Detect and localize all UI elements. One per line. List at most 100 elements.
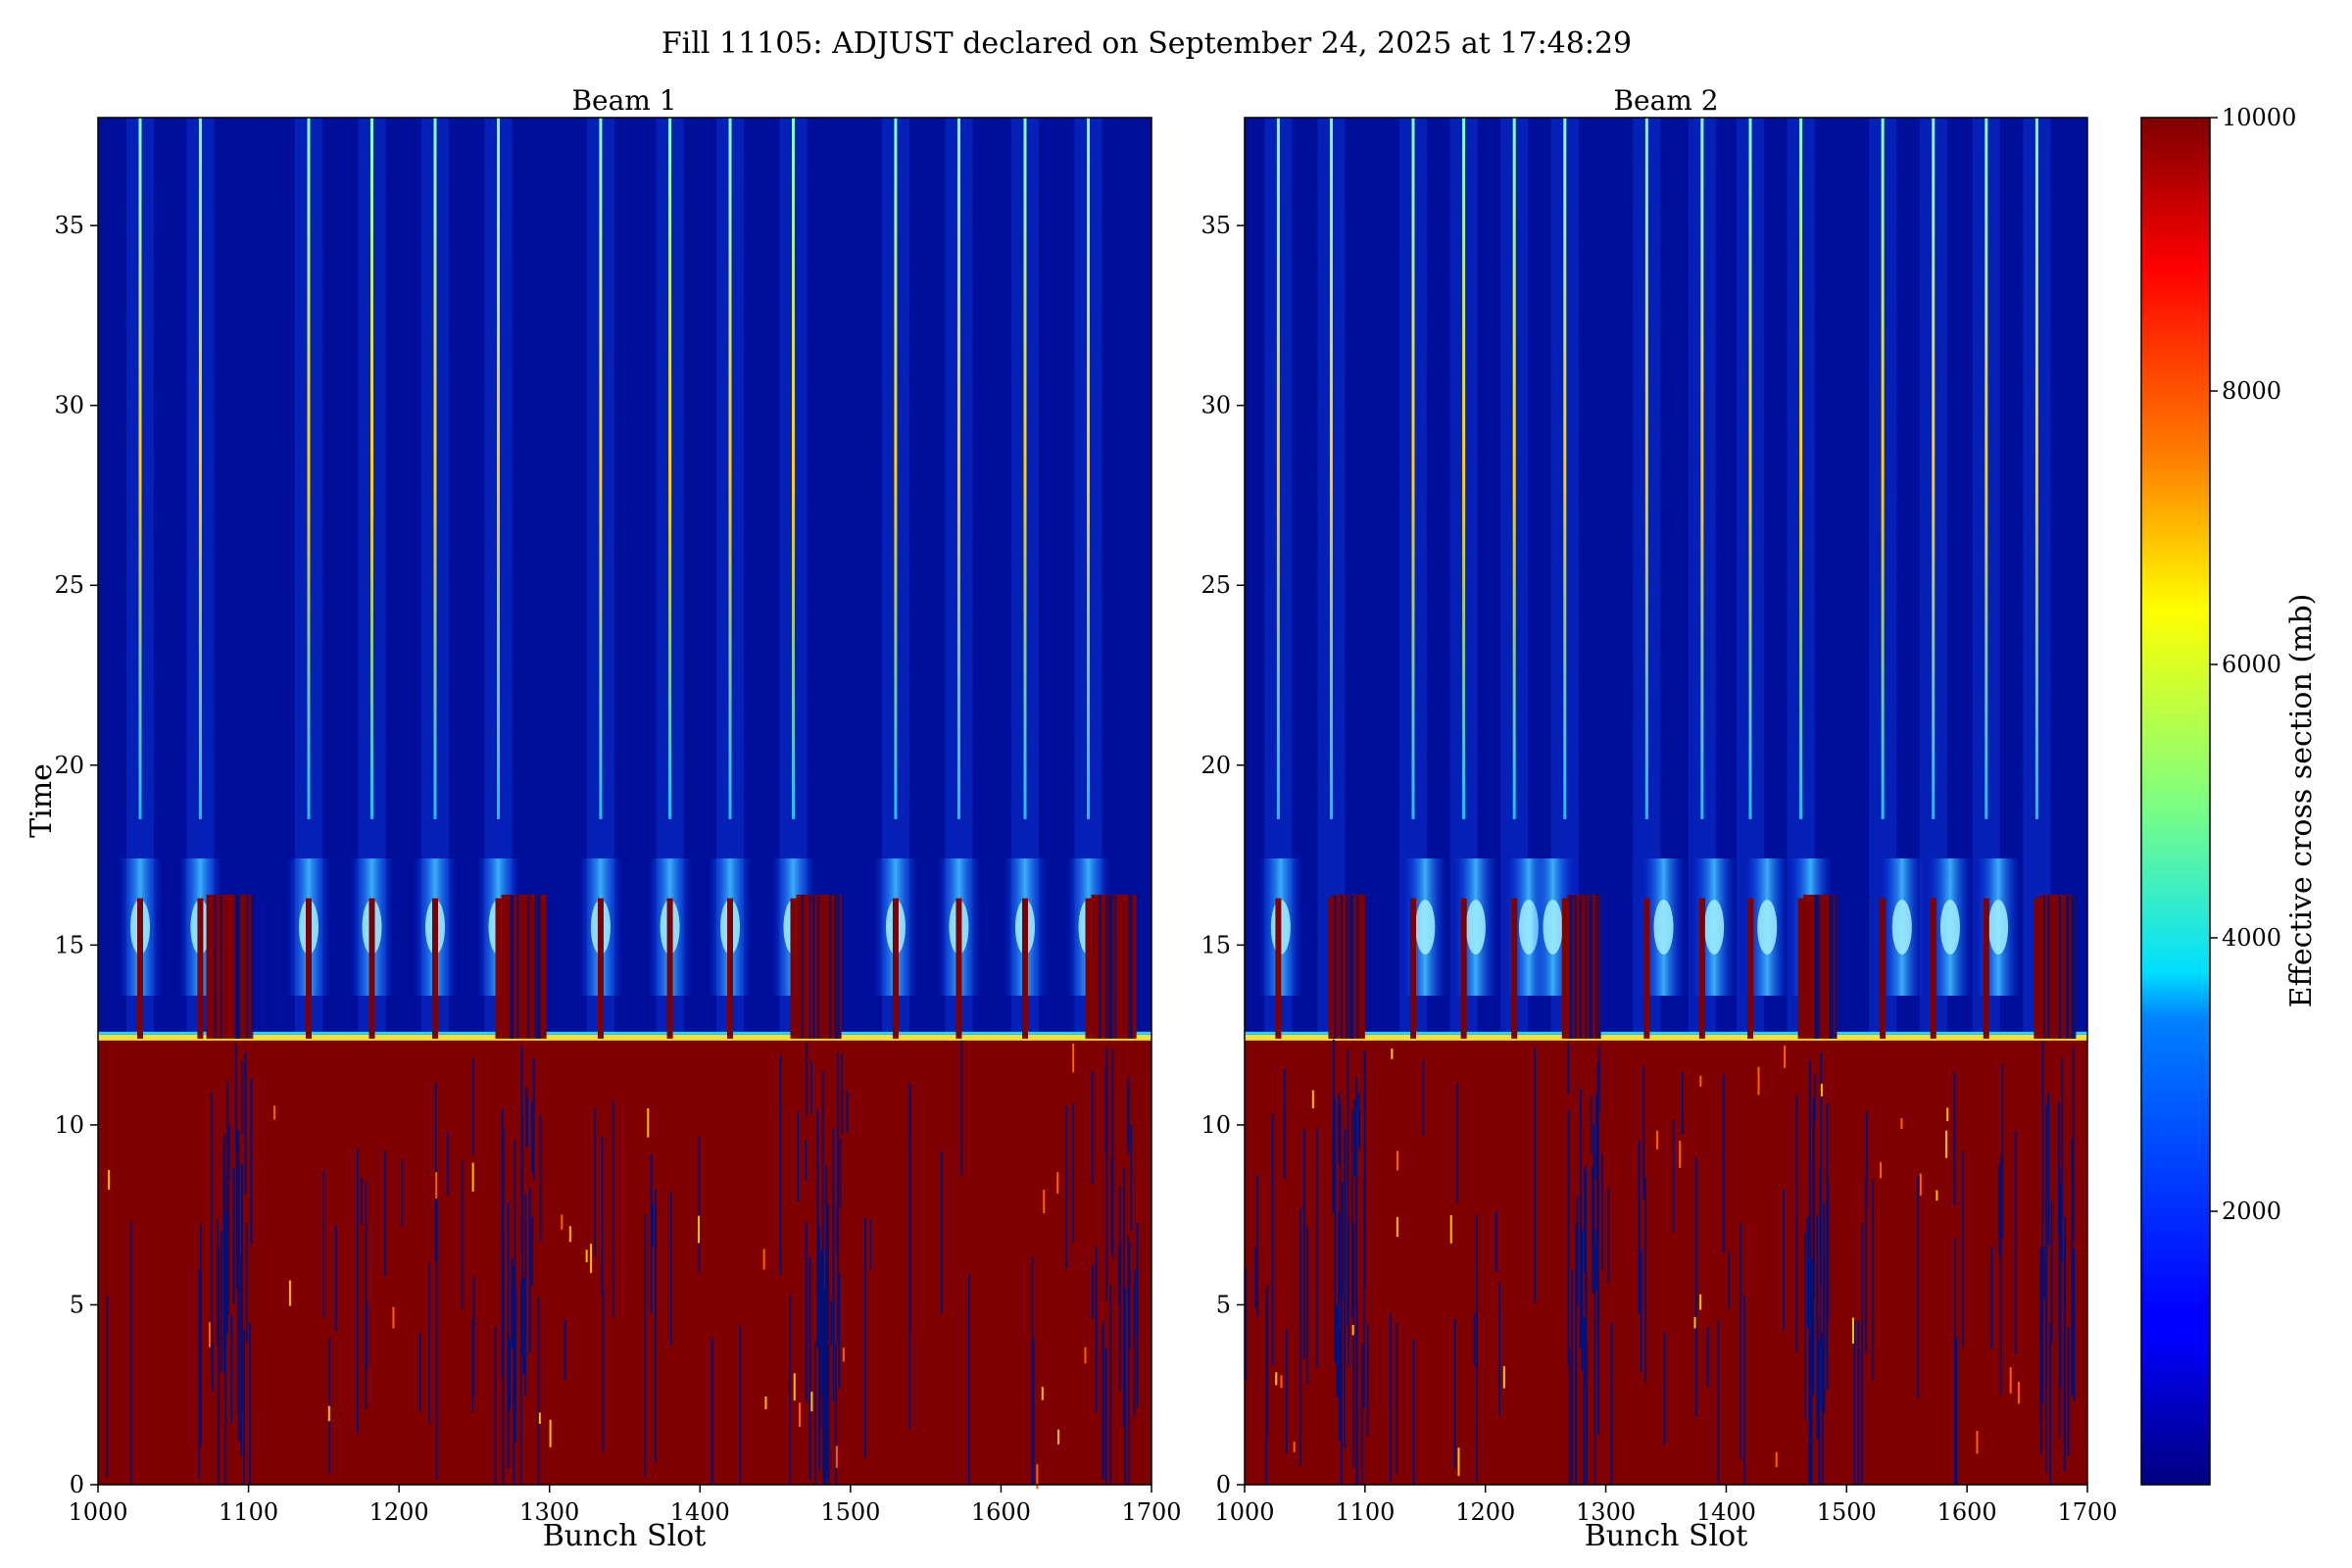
low-value-gap [243, 1330, 246, 1485]
bright-streak [370, 118, 373, 819]
streak-pillar [306, 898, 312, 1039]
low-value-gap [1610, 1322, 1613, 1485]
dense-dark-stroke [234, 894, 237, 1039]
low-value-gap [1072, 1102, 1075, 1243]
mid-value-speck [842, 1348, 845, 1362]
dense-dark-stroke [1105, 894, 1108, 1039]
dense-dark-stroke [2047, 894, 2050, 1039]
low-value-gap [511, 1257, 514, 1348]
y-tick-label: 5 [1216, 1291, 1231, 1318]
mid-value-speck [538, 1412, 541, 1424]
dense-dark-stroke [1579, 894, 1582, 1039]
dense-dark-stroke [1835, 894, 1838, 1039]
halo-core [1704, 899, 1725, 955]
low-value-gap [235, 1129, 238, 1289]
bright-streak [894, 118, 898, 819]
mid-value-speck [208, 1322, 211, 1348]
dense-dark-stroke [1356, 894, 1359, 1039]
bright-streak [956, 118, 960, 819]
low-value-gap [230, 1314, 233, 1424]
low-value-gap [837, 1052, 840, 1345]
low-value-gap [321, 1170, 324, 1319]
transition-edge-cyan [98, 1031, 1152, 1035]
dense-dark-stroke [1817, 894, 1820, 1039]
low-value-gap [805, 1140, 808, 1181]
low-value-gap [960, 1040, 963, 1176]
bright-streak [497, 118, 500, 819]
mid-value-speck [1699, 1075, 1702, 1087]
y-tick-label: 35 [54, 212, 84, 239]
dense-dark-stroke [829, 894, 832, 1039]
low-value-gap [211, 1343, 214, 1392]
low-value-gap [1576, 1196, 1579, 1305]
low-value-gap [601, 1137, 604, 1298]
low-value-gap [1032, 1339, 1035, 1485]
low-value-gap [1593, 1284, 1596, 1338]
low-value-gap [2063, 1240, 2066, 1472]
y-tick-label: 35 [1200, 212, 1231, 239]
mid-value-speck [810, 1392, 813, 1412]
low-value-gap [1111, 1049, 1114, 1259]
low-value-gap [1816, 1317, 1819, 1440]
mid-value-speck [1311, 1090, 1314, 1108]
dense-dark-stroke [2066, 894, 2069, 1039]
low-value-gap [507, 1202, 510, 1468]
dense-saturated-block [206, 894, 252, 1039]
low-value-gap [531, 1102, 534, 1173]
bright-streak [198, 118, 202, 819]
low-value-gap [521, 1117, 524, 1356]
low-value-gap [1338, 1093, 1341, 1164]
low-value-gap [1109, 1284, 1112, 1485]
low-value-gap [1355, 1300, 1358, 1485]
y-axis-ticks-beam-2: 0 5 10 15 20 25 30 35 [1200, 212, 1245, 1498]
dense-dark-stroke [835, 894, 838, 1039]
low-value-gap [1818, 1341, 1821, 1485]
mid-value-speck [273, 1105, 276, 1120]
low-value-gap [1104, 1348, 1107, 1485]
dense-dark-stroke [527, 894, 530, 1039]
low-value-gap [1722, 1074, 1725, 1253]
low-value-gap [821, 1263, 824, 1485]
mid-value-speck [1275, 1372, 1278, 1386]
mid-value-speck [1084, 1347, 1087, 1364]
mid-value-speck [1072, 1044, 1075, 1073]
low-value-gap [1819, 1182, 1822, 1349]
low-value-gap [594, 1107, 597, 1257]
low-value-gap [1390, 1312, 1392, 1483]
x-tick-label: 1100 [219, 1498, 278, 1526]
low-value-gap [1783, 1189, 1785, 1330]
mid-value-speck [1693, 1316, 1696, 1329]
mid-value-speck [1976, 1430, 1979, 1454]
dense-dark-stroke [220, 894, 222, 1039]
low-value-gap [2045, 1103, 2047, 1385]
low-value-gap [1360, 1344, 1363, 1484]
mid-value-speck [1457, 1447, 1460, 1477]
x-tick-label: 1200 [1455, 1498, 1515, 1526]
low-value-gap [2039, 1248, 2042, 1423]
low-value-gap [1682, 1072, 1684, 1136]
low-value-gap [250, 1079, 253, 1245]
mid-value-speck [435, 1171, 438, 1199]
mid-value-speck [1293, 1442, 1296, 1452]
mid-value-speck [1036, 1464, 1039, 1490]
low-value-gap [2067, 1327, 2070, 1456]
colorbar-label: Effective cross section (mb) [2284, 594, 2319, 1008]
transition-edge [1245, 1034, 2087, 1041]
low-value-gap [537, 1298, 540, 1485]
panel-title-beam-1: Beam 1 [571, 84, 676, 117]
y-tick-label: 30 [1200, 392, 1231, 419]
low-value-gap [1091, 1264, 1094, 1319]
streak-pillar [956, 898, 962, 1039]
bright-streak [1700, 118, 1704, 819]
low-value-gap [698, 1136, 701, 1273]
x-tick-label: 1100 [1335, 1498, 1395, 1526]
low-value-gap [968, 1274, 970, 1485]
mid-value-speck [2009, 1367, 2012, 1394]
dense-dark-stroke [516, 894, 519, 1039]
low-value-gap [1476, 1214, 1479, 1483]
dense-dark-stroke [1591, 894, 1593, 1039]
low-value-gap [1133, 1286, 1136, 1417]
low-value-gap [227, 1183, 229, 1316]
low-value-gap [1285, 1329, 1288, 1453]
low-value-gap [821, 1070, 824, 1360]
